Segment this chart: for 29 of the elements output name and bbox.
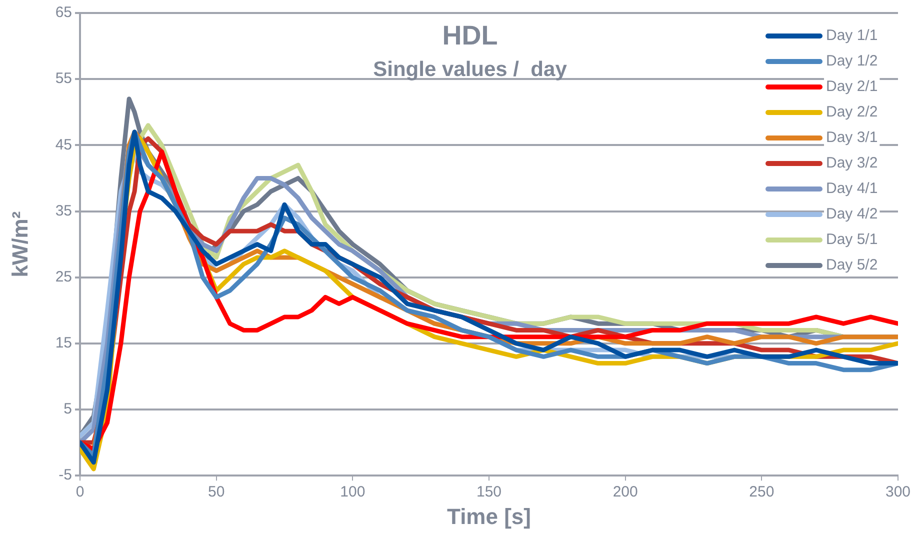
y-tick-label: 35: [55, 202, 72, 220]
legend-label: Day 3/2: [826, 154, 878, 172]
legend-label: Day 5/1: [826, 231, 878, 248]
x-tick-label: 150: [476, 484, 502, 501]
y-tick-label: -5: [58, 466, 72, 484]
legend-label: Day 4/1: [826, 180, 878, 198]
x-tick-label: 50: [208, 484, 225, 501]
y-tick-label: 55: [55, 70, 72, 88]
legend-label: Day 1/2: [826, 52, 878, 70]
legend-label: Day 4/2: [826, 206, 878, 223]
chart-title: HDL: [442, 20, 498, 50]
legend-label: Day 2/1: [826, 78, 878, 96]
x-tick-label: 100: [340, 484, 366, 501]
x-tick-label: 250: [749, 484, 774, 501]
legend-label: Day 1/1: [826, 27, 878, 44]
y-tick-label: 65: [55, 4, 72, 22]
text: Single values / day: [373, 58, 568, 81]
y-tick-label: 45: [55, 136, 72, 154]
legend-label: Day 3/1: [826, 129, 878, 146]
x-tick-label: 0: [76, 484, 84, 501]
legend-label: Day 2/2: [826, 104, 878, 121]
legend-label: Day 5/2: [826, 256, 878, 274]
x-tick-label: 200: [612, 484, 638, 501]
y-tick-label: 15: [55, 334, 72, 352]
y-axis-title: kW/m²: [7, 211, 32, 278]
x-tick-label: 300: [885, 484, 911, 501]
y-tick-label: 5: [64, 400, 72, 418]
x-axis-title: Time [s]: [447, 504, 531, 529]
y-tick-label: 25: [55, 268, 72, 286]
